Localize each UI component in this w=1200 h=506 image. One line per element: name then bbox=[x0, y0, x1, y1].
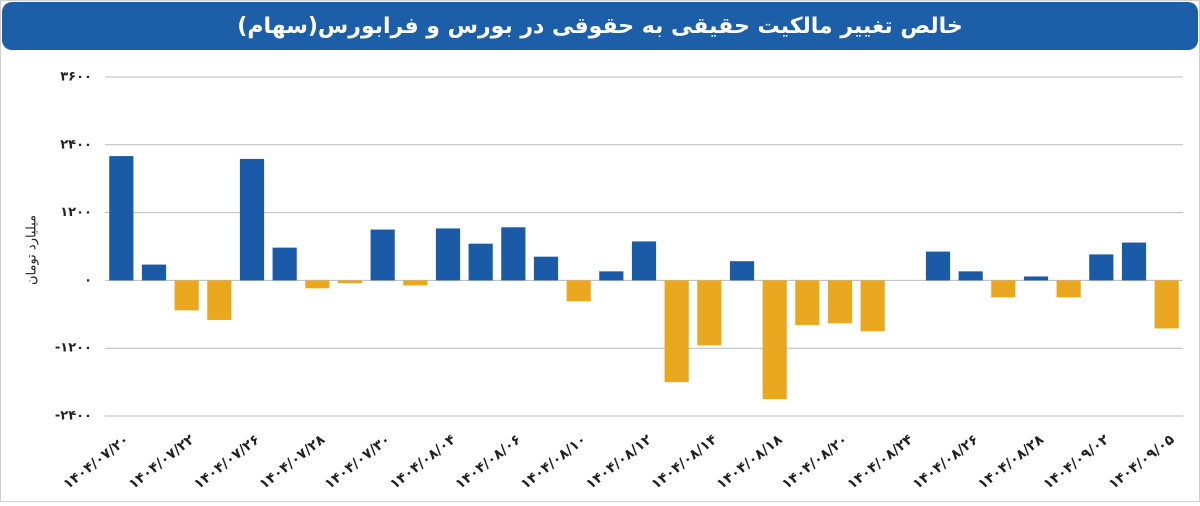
bar bbox=[1023, 276, 1049, 281]
y-tick-label: -۲۴۰۰ bbox=[55, 409, 92, 424]
bar bbox=[599, 271, 624, 281]
bar bbox=[141, 264, 167, 281]
bar bbox=[795, 280, 820, 326]
bar bbox=[239, 158, 265, 281]
bar bbox=[958, 271, 983, 281]
bar bbox=[860, 280, 885, 332]
bar bbox=[1154, 280, 1179, 329]
bar bbox=[109, 156, 134, 281]
bar bbox=[697, 280, 722, 346]
bar bbox=[305, 280, 330, 289]
y-tick-label: ۳۶۰۰ bbox=[60, 70, 92, 85]
bar bbox=[207, 280, 232, 320]
bar bbox=[991, 280, 1016, 298]
y-tick-label: -۱۲۰۰ bbox=[55, 341, 92, 356]
bar bbox=[1121, 242, 1147, 281]
bar bbox=[1056, 280, 1081, 298]
bar bbox=[468, 243, 493, 281]
y-axis-label: میلیارد تومان bbox=[25, 215, 40, 285]
bar bbox=[664, 280, 689, 383]
y-tick-label: ۰ bbox=[84, 273, 92, 288]
bar bbox=[729, 261, 755, 281]
bar bbox=[1089, 254, 1114, 281]
bar bbox=[174, 280, 199, 311]
bar bbox=[501, 227, 526, 281]
bar bbox=[631, 241, 657, 281]
bar bbox=[566, 280, 591, 302]
y-tick-label: ۱۲۰۰ bbox=[60, 205, 92, 220]
bar bbox=[272, 247, 297, 281]
bar bbox=[925, 251, 951, 281]
bar bbox=[533, 256, 559, 281]
y-tick-label: ۲۴۰۰ bbox=[60, 137, 92, 152]
bar bbox=[337, 280, 363, 284]
bar bbox=[370, 229, 395, 281]
bar bbox=[762, 280, 787, 400]
bar bbox=[403, 280, 428, 286]
bar bbox=[435, 228, 461, 281]
header bbox=[2, 2, 1198, 50]
chart-title: خالص تغییر مالکیت حقیقی به حقوقی در بورس… bbox=[237, 14, 962, 39]
bar bbox=[827, 280, 853, 324]
